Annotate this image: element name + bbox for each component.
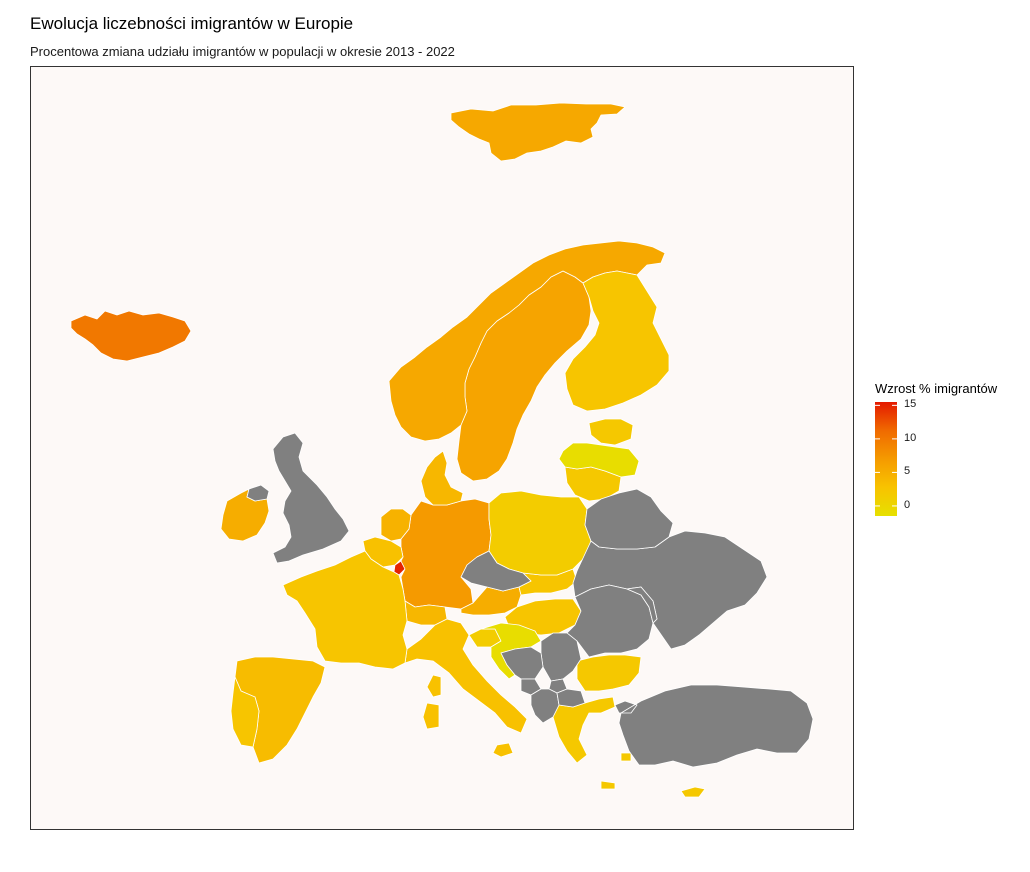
country-netherlands [380,508,412,542]
legend-tick-label: 5 [904,465,911,478]
country-france [282,550,408,670]
legend-tick-label: 15 [904,398,917,411]
legend-title: Wzrost % imigrantów [875,381,998,396]
country-svalbard [450,102,626,162]
country-portugal [230,676,260,748]
country-denmark [420,450,464,506]
chart-subtitle: Procentowa zmiana udziału imigrantów w p… [30,44,455,59]
country-czechia [460,550,532,592]
legend-tick-label: 0 [904,498,911,511]
country-austria [460,586,522,616]
map-panel [30,66,854,830]
country-northern-ireland [246,484,270,502]
country-bulgaria [576,654,642,692]
country-serbia [540,632,582,682]
country-romania [566,584,654,658]
country-iceland [70,310,192,362]
country-poland [488,490,592,576]
europe-map [70,102,814,798]
country-germany [400,498,492,610]
country-turkey [614,684,814,768]
legend-gradient [875,402,897,516]
chart-title: Ewolucja liczebności imigrantów w Europi… [30,14,354,33]
country-north-macedonia [556,688,586,708]
country-luxembourg [393,560,406,576]
country-finland [564,270,670,412]
country-cyprus [680,786,706,798]
legend-colorbar [875,402,897,516]
country-estonia [588,418,634,446]
country-bosnia-and-herzegovina [500,646,544,680]
country-latvia [558,442,640,478]
country-albania [530,688,560,724]
legend-tick-label: 10 [904,431,917,444]
country-italy [404,618,528,758]
country-belarus [584,488,674,550]
country-moldova [626,586,658,624]
country-united-kingdom [272,432,350,564]
